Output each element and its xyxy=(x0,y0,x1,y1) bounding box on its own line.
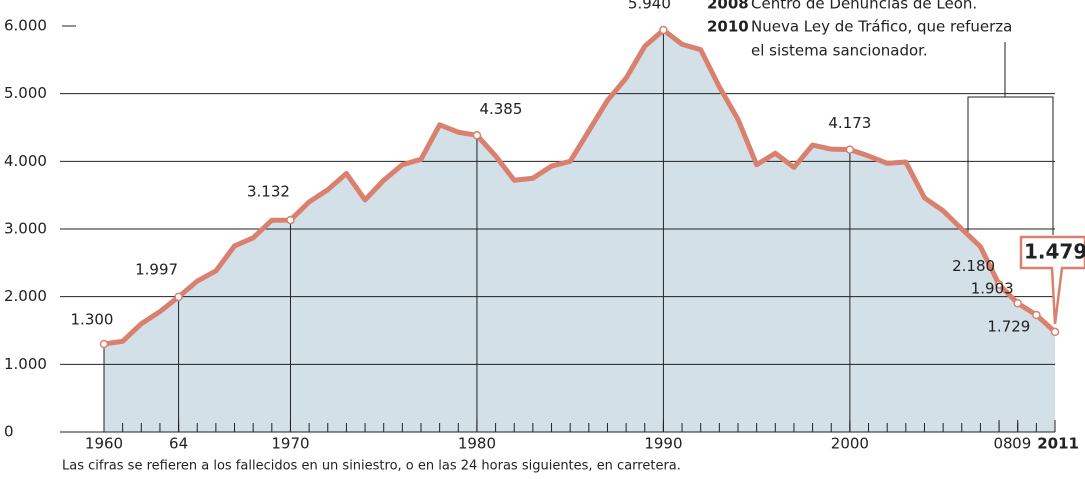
point xyxy=(1032,310,1041,320)
x-tick-label: 1970 xyxy=(271,435,309,453)
y-tick-label: 4.000 xyxy=(4,152,47,170)
annotation-year: 2010 xyxy=(707,18,749,36)
line xyxy=(103,27,1057,347)
point xyxy=(472,131,482,140)
point xyxy=(99,339,109,349)
data-label: 4.385 xyxy=(479,100,522,118)
point xyxy=(174,292,183,302)
x-tick-label: 1990 xyxy=(644,435,682,453)
data-label: 3.132 xyxy=(247,183,290,201)
data-label: 1.997 xyxy=(135,260,178,278)
footnote: Las cifras se refieren a los fallecidos … xyxy=(62,459,681,474)
x-tick-label: 2011 xyxy=(1037,435,1079,453)
x-tick-label: 64 xyxy=(169,435,188,453)
data-label-highlight: 1.479 xyxy=(1024,240,1085,264)
y-tick-label: 6.000 xyxy=(4,17,47,35)
annotation-year: 2008 xyxy=(707,0,749,13)
data-label: 1.729 xyxy=(987,318,1030,336)
data-label: 4.173 xyxy=(828,114,871,132)
point xyxy=(286,215,295,225)
area xyxy=(104,30,1055,433)
data-label: 1.300 xyxy=(71,311,114,329)
point xyxy=(994,280,1004,289)
annotation-text: Centro de Denuncias de León. xyxy=(751,0,977,13)
y-tick-label: 1.000 xyxy=(4,355,47,373)
x-tick-label: 08 xyxy=(994,435,1013,453)
point xyxy=(659,25,668,35)
callout-box xyxy=(1019,235,1085,325)
data-label: 1.903 xyxy=(971,280,1014,298)
x-tick-label: 2000 xyxy=(831,435,869,453)
point xyxy=(1013,298,1022,308)
y-tick-label: 5.000 xyxy=(4,84,47,102)
y-tick-label: 0 xyxy=(4,423,14,441)
data-label: 5.940 xyxy=(628,0,671,13)
point xyxy=(1050,327,1060,337)
x-tick-label: 1980 xyxy=(458,435,496,453)
annotation-text: el sistema sancionador. xyxy=(751,42,928,60)
point xyxy=(845,145,855,154)
y-tick-label: 2.000 xyxy=(4,287,47,305)
y-tick-label: 3.000 xyxy=(4,220,47,238)
x-tick-label: 1960 xyxy=(85,435,123,453)
x-tick-label: 09 xyxy=(1012,435,1031,453)
data-label: 2.180 xyxy=(952,257,995,275)
annotation-text: Nueva Ley de Tráfico, que refuerza xyxy=(751,18,1012,36)
